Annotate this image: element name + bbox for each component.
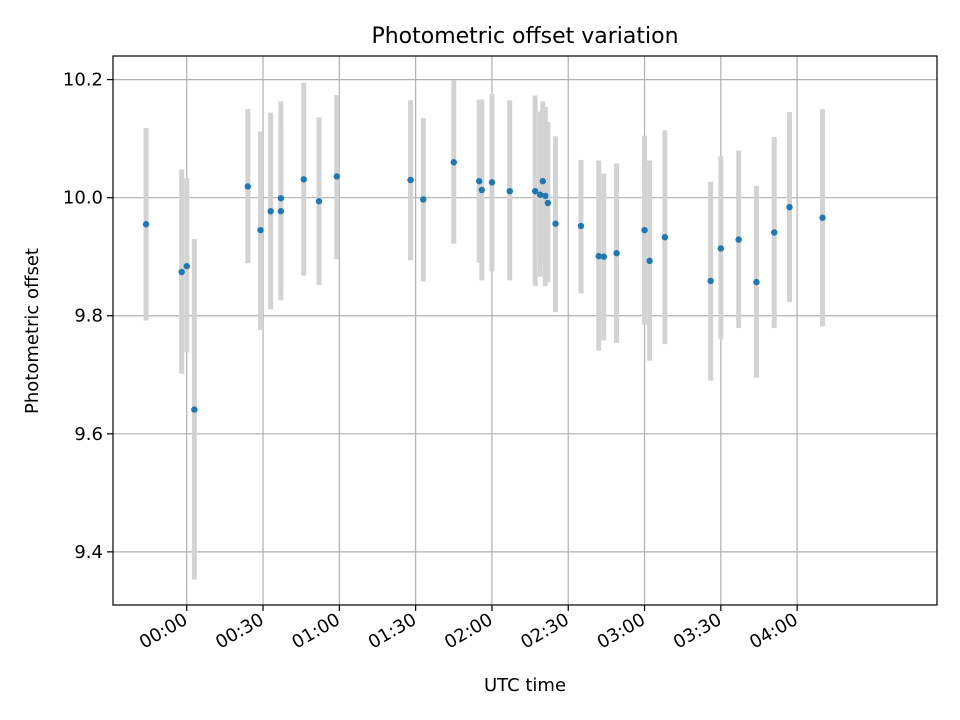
data-point: [707, 277, 714, 285]
data-point: [506, 187, 513, 195]
data-point: [531, 187, 539, 195]
x-tick-label: 02:00: [441, 609, 496, 653]
y-axis-ticks: 9.4 9.6 9.8 10.0 10.2: [63, 70, 113, 563]
data-point: [277, 208, 285, 215]
data-point: [641, 226, 648, 234]
data-point: [819, 214, 826, 221]
data-point: [191, 406, 198, 413]
x-tick-label: 00:00: [136, 609, 191, 653]
data-point: [717, 245, 725, 252]
data-point: [142, 221, 150, 228]
y-tick-label: 10.2: [63, 70, 103, 91]
x-tick-label: 03:00: [594, 609, 649, 653]
data-point: [183, 262, 190, 270]
data-point: [488, 179, 496, 186]
data-point: [420, 196, 427, 203]
data-point: [613, 249, 620, 257]
data-point: [786, 203, 793, 211]
data-point: [735, 236, 742, 243]
y-tick-label: 9.4: [74, 542, 103, 563]
data-point: [753, 278, 760, 286]
data-point: [333, 173, 341, 180]
chart-title: Photometric offset variation: [371, 24, 678, 49]
grid: [113, 56, 937, 605]
data-point: [244, 183, 251, 190]
data-points: [142, 159, 826, 413]
data-point: [257, 226, 264, 234]
y-tick-label: 10.0: [63, 188, 103, 209]
x-tick-label: 04:00: [746, 609, 801, 653]
data-point: [476, 177, 483, 185]
data-point: [450, 159, 457, 166]
data-point: [537, 191, 544, 198]
data-point: [300, 176, 307, 183]
y-tick-label: 9.8: [74, 306, 103, 327]
x-axis-ticks: 00:00 00:30 01:00 01:30 02:00 02:30 03:00 03:30…: [136, 605, 802, 653]
data-point: [542, 192, 549, 200]
x-tick-label: 03:30: [670, 609, 725, 653]
x-tick-label: 01:00: [288, 609, 343, 653]
x-tick-label: 01:30: [365, 609, 420, 653]
data-point: [646, 257, 653, 265]
data-point: [267, 208, 274, 215]
y-tick-label: 9.6: [74, 424, 103, 445]
data-point: [600, 253, 608, 260]
data-point: [771, 229, 778, 236]
data-point: [544, 199, 552, 207]
data-point: [478, 186, 485, 194]
data-point: [407, 176, 414, 184]
x-tick-label: 02:30: [517, 609, 572, 653]
data-point: [277, 195, 285, 202]
data-point: [539, 177, 547, 185]
plot-frame: [112, 55, 938, 606]
data-point: [595, 252, 602, 260]
y-axis-label: Photometric offset: [22, 248, 43, 414]
x-tick-label: 00:30: [212, 609, 267, 653]
data-point: [577, 222, 585, 230]
data-point: [552, 220, 559, 227]
data-point: [315, 198, 323, 205]
data-point: [178, 268, 185, 276]
x-axis-label: UTC time: [484, 675, 566, 696]
data-point: [661, 234, 669, 241]
